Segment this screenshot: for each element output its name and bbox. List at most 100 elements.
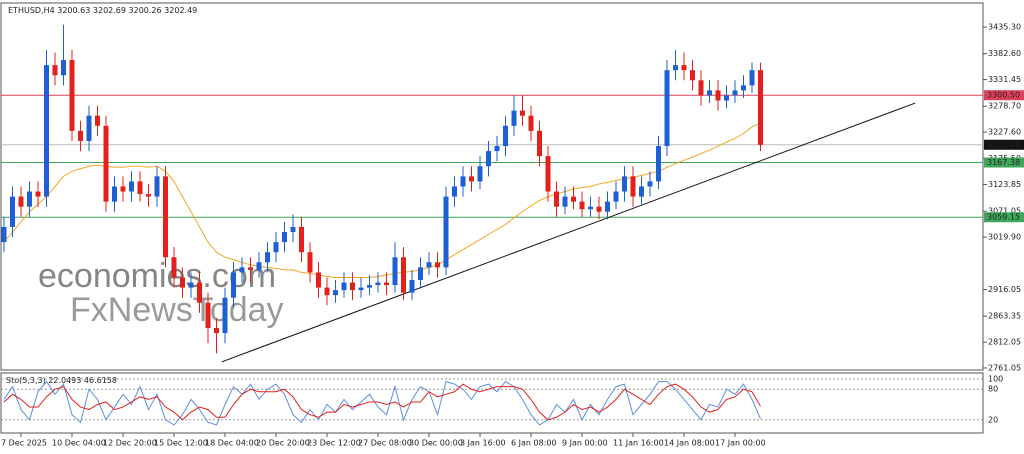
level-badge bbox=[984, 212, 1024, 223]
candle-body bbox=[630, 176, 636, 197]
oscillator-header: Sto(5,3,3) 22.0493 46.6158 bbox=[6, 376, 117, 385]
candle-body bbox=[443, 196, 449, 268]
candle-body bbox=[35, 191, 41, 197]
last-price-badge bbox=[984, 139, 1024, 150]
candle-body bbox=[307, 252, 313, 273]
candle-body bbox=[78, 130, 83, 141]
candle-body bbox=[715, 90, 721, 101]
candle-body bbox=[44, 65, 49, 197]
candle-body bbox=[724, 95, 729, 101]
y-tick-label: 3331.45 bbox=[988, 75, 1021, 84]
candle-body bbox=[435, 262, 440, 268]
candle-body bbox=[222, 297, 228, 334]
x-tick-label: 6 Jan 08:00 bbox=[511, 439, 557, 448]
candle-body bbox=[282, 231, 287, 243]
candle-body bbox=[333, 290, 338, 296]
candle-body bbox=[350, 282, 355, 291]
candle-body bbox=[732, 90, 738, 96]
y-tick-label: 3435.30 bbox=[988, 23, 1021, 32]
candle-body bbox=[137, 181, 143, 195]
candle-body bbox=[452, 186, 457, 197]
candle-body bbox=[418, 267, 423, 281]
candle-body bbox=[27, 191, 32, 207]
candle-body bbox=[95, 115, 100, 126]
candle-body bbox=[171, 257, 177, 278]
watermark: FxNewsToday bbox=[70, 291, 284, 329]
candle-body bbox=[146, 194, 151, 197]
x-tick-label: 27 Dec 08:00 bbox=[358, 439, 412, 448]
candle-body bbox=[698, 80, 704, 96]
level-badge bbox=[984, 90, 1024, 101]
candle-body bbox=[273, 242, 279, 253]
candle-body bbox=[61, 60, 66, 76]
trendline bbox=[221, 102, 916, 363]
candle-body bbox=[256, 262, 262, 270]
candle-body bbox=[375, 282, 381, 286]
candle-body bbox=[426, 262, 432, 268]
main-pane-border bbox=[0, 2, 984, 371]
osc-tick-label: 80 bbox=[988, 385, 998, 394]
candle-body bbox=[571, 196, 576, 202]
y-tick-label: 3071.05 bbox=[988, 207, 1021, 216]
x-tick-label: 30 Dec 00:00 bbox=[409, 439, 463, 448]
x-tick-label: 15 Dec 12:00 bbox=[154, 439, 208, 448]
x-tick-label: 9 Jan 00:00 bbox=[562, 439, 608, 448]
oscillator-name: Sto(5,3,3) bbox=[6, 376, 46, 385]
y-tick-label: 3227.60 bbox=[988, 128, 1021, 137]
candle-body bbox=[180, 277, 185, 288]
candle-body bbox=[316, 272, 321, 288]
candle-body bbox=[520, 110, 525, 116]
candle-body bbox=[741, 85, 746, 91]
candle-body bbox=[545, 156, 551, 192]
candle-body bbox=[358, 287, 364, 291]
osc-tick-label: 20 bbox=[988, 415, 998, 424]
osc-tick-label: 100 bbox=[988, 375, 1003, 384]
candle-body bbox=[265, 252, 270, 263]
candle-body bbox=[707, 90, 712, 96]
x-tick-label: 3 Jan 16:00 bbox=[460, 439, 506, 448]
watermark: economies.com bbox=[38, 257, 276, 295]
y-tick-label: 3123.85 bbox=[988, 180, 1021, 189]
candle-body bbox=[537, 130, 542, 157]
header: ETHUSD,H4 3200.63 3202.69 3200.26 3202.4… bbox=[8, 6, 197, 15]
candle-body bbox=[231, 272, 236, 298]
level-label: 3300.50 bbox=[987, 91, 1020, 100]
candle-body bbox=[690, 70, 695, 81]
candle-body bbox=[460, 176, 466, 187]
x-tick-label: 11 Jan 16:00 bbox=[613, 439, 664, 448]
candle-body bbox=[469, 176, 474, 182]
candle-body bbox=[367, 285, 372, 288]
level-label: 3167.38 bbox=[987, 158, 1020, 167]
candle-body bbox=[511, 110, 517, 126]
candle-body bbox=[613, 191, 619, 202]
candle-body bbox=[596, 206, 602, 212]
candle-body bbox=[205, 302, 211, 329]
oscillator-d: 46.6158 bbox=[84, 376, 117, 385]
level-label: 3059.15 bbox=[987, 213, 1020, 222]
candle-body bbox=[758, 70, 763, 145]
candle-body bbox=[486, 151, 491, 167]
candle-body bbox=[112, 186, 117, 202]
candle-body bbox=[10, 196, 15, 227]
candle-body bbox=[579, 201, 585, 210]
oscillator-k: 22.0493 bbox=[48, 376, 81, 385]
candle-body bbox=[656, 146, 661, 182]
x-tick-label: 10 Dec 04:00 bbox=[52, 439, 106, 448]
candle-body bbox=[120, 186, 126, 192]
candle-body bbox=[188, 282, 194, 288]
candle-body bbox=[1, 226, 7, 243]
oscillator-pane-border bbox=[0, 372, 984, 434]
candle-body bbox=[528, 115, 534, 131]
candle-body bbox=[299, 226, 304, 253]
x-tick-label: 7 Dec 2025 bbox=[1, 439, 47, 448]
last-price-label: 3202.49 bbox=[987, 140, 1020, 149]
y-tick-label: 2916.05 bbox=[988, 285, 1021, 294]
candle-body bbox=[290, 226, 296, 232]
candle-body bbox=[324, 287, 330, 296]
candle-body bbox=[639, 186, 644, 197]
y-tick-label: 3278.70 bbox=[988, 102, 1021, 111]
candle-body bbox=[52, 65, 58, 76]
x-tick-label: 17 Jan 00:00 bbox=[715, 439, 766, 448]
candle-body bbox=[214, 328, 219, 334]
